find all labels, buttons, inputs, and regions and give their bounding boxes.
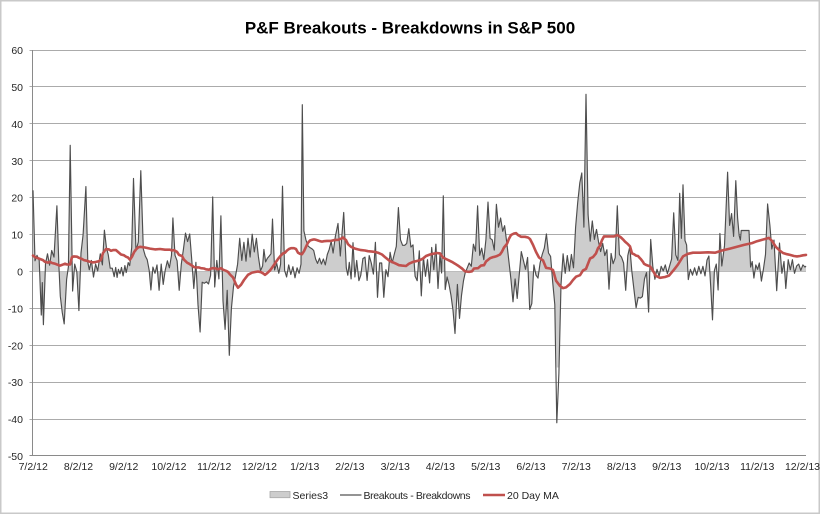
svg-text:12/2/12: 12/2/12 (242, 461, 277, 473)
svg-text:-40: -40 (8, 414, 23, 426)
svg-text:11/2/12: 11/2/12 (197, 461, 231, 473)
svg-text:30: 30 (11, 156, 23, 168)
svg-text:10: 10 (11, 230, 23, 242)
svg-text:0: 0 (17, 267, 23, 279)
svg-text:12/2/13: 12/2/13 (785, 461, 820, 473)
svg-text:Series3: Series3 (293, 490, 329, 502)
svg-text:-10: -10 (8, 303, 23, 315)
svg-text:11/2/13: 11/2/13 (740, 461, 774, 473)
svg-text:8/2/13: 8/2/13 (607, 461, 636, 473)
svg-text:6/2/13: 6/2/13 (516, 461, 545, 473)
svg-text:-20: -20 (8, 340, 23, 352)
svg-text:10/2/12: 10/2/12 (151, 461, 186, 473)
svg-text:-30: -30 (8, 377, 23, 389)
svg-text:1/2/13: 1/2/13 (290, 461, 319, 473)
svg-text:3/2/13: 3/2/13 (381, 461, 410, 473)
svg-text:5/2/13: 5/2/13 (471, 461, 500, 473)
svg-text:Breakouts - Breakdowns: Breakouts - Breakdowns (364, 490, 471, 502)
svg-text:2/2/13: 2/2/13 (335, 461, 364, 473)
svg-text:9/2/12: 9/2/12 (109, 461, 138, 473)
svg-text:8/2/12: 8/2/12 (64, 461, 93, 473)
svg-text:4/2/13: 4/2/13 (426, 461, 455, 473)
svg-text:20 Day MA: 20 Day MA (507, 490, 559, 502)
svg-text:60: 60 (11, 45, 23, 57)
svg-text:-50: -50 (8, 451, 23, 463)
svg-text:50: 50 (11, 82, 23, 94)
svg-text:10/2/13: 10/2/13 (694, 461, 729, 473)
svg-text:7/2/13: 7/2/13 (562, 461, 591, 473)
svg-text:7/2/12: 7/2/12 (19, 461, 48, 473)
svg-text:P&F Breakouts - Breakdowns in: P&F Breakouts - Breakdowns in S&P 500 (245, 19, 575, 38)
svg-text:9/2/13: 9/2/13 (652, 461, 681, 473)
svg-text:40: 40 (11, 119, 23, 131)
svg-text:20: 20 (11, 193, 23, 205)
